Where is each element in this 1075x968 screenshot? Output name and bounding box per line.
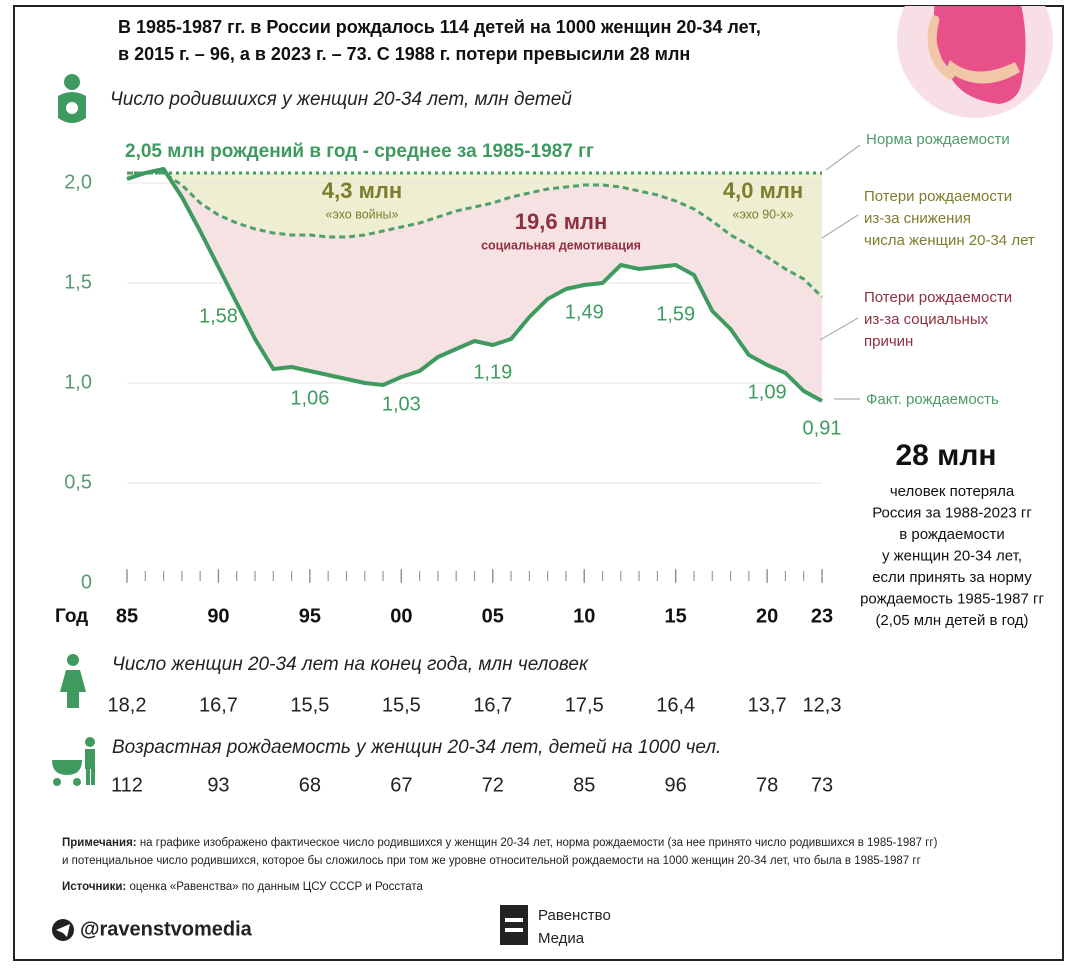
table-title: Возрастная рождаемость у женщин 20-34 ле… bbox=[112, 737, 721, 758]
sources-text: оценка «Равенства» по данным ЦСУ СССР и … bbox=[129, 881, 423, 893]
summary-line: в рождаемости bbox=[899, 526, 1005, 543]
x-tick-label: 00 bbox=[390, 605, 412, 627]
rate-value: 73 bbox=[811, 774, 833, 796]
rate-value: 96 bbox=[665, 774, 687, 796]
area-note: «эхо войны» bbox=[326, 207, 399, 221]
x-tick-label: 90 bbox=[207, 605, 229, 627]
area-label: числа женщин 20-34 лет bbox=[864, 232, 1035, 249]
rate-value: 85 bbox=[573, 774, 595, 796]
area-value: 4,3 млн bbox=[322, 178, 402, 203]
summary-line: если принять за норму bbox=[872, 569, 1032, 586]
rate-value: 112 bbox=[111, 774, 143, 796]
legend-label: Норма рождаемости bbox=[866, 131, 1010, 148]
legend-label: Факт. рождаемость bbox=[866, 391, 999, 408]
y-tick-label: 1,0 bbox=[64, 371, 92, 393]
x-tick-label: 10 bbox=[573, 605, 595, 627]
rate-value: 72 bbox=[482, 774, 504, 796]
title-line: в 2015 г. – 96, а в 2023 г. – 73. С 1988… bbox=[118, 44, 690, 64]
data-label: 1,49 bbox=[565, 301, 604, 323]
table-title: Число женщин 20-34 лет на конец года, мл… bbox=[112, 654, 589, 675]
norm-note: 2,05 млн рождений в год - среднее за 198… bbox=[125, 141, 594, 162]
x-tick-label: 20 bbox=[756, 605, 778, 627]
telegram-icon bbox=[52, 919, 74, 941]
data-label: 1,06 bbox=[290, 387, 329, 409]
data-label: 1,58 bbox=[199, 305, 238, 327]
infographic: В 1985-1987 гг. в России рождалось 114 д… bbox=[0, 0, 1075, 968]
rate-value: 78 bbox=[756, 774, 778, 796]
data-label: 1,09 bbox=[748, 381, 787, 403]
sources: Источники: оценка «Равенства» по данным … bbox=[62, 881, 424, 893]
area-label: из-за снижения bbox=[864, 210, 971, 227]
x-tick-label: 85 bbox=[116, 605, 138, 627]
rate-value: 68 bbox=[299, 774, 321, 796]
x-tick-label: 23 bbox=[811, 605, 833, 627]
area-label: причин bbox=[864, 333, 913, 350]
x-tick-label: 15 bbox=[665, 605, 687, 627]
summary-line: рождаемость 1985-1987 гг bbox=[860, 590, 1044, 607]
women-value: 16,7 bbox=[199, 694, 238, 716]
notes-text: и потенциальное число родившихся, которо… bbox=[62, 855, 921, 867]
notes: Примечания: на графике изображено фактич… bbox=[62, 837, 938, 849]
y-tick-label: 2,0 bbox=[64, 171, 92, 193]
rate-value: 67 bbox=[390, 774, 412, 796]
notes-text: на графике изображено фактическое число … bbox=[140, 837, 938, 849]
women-value: 16,7 bbox=[473, 694, 512, 716]
rate-value: 93 bbox=[207, 774, 229, 796]
logo-text: Равенство bbox=[538, 907, 611, 924]
sources-label: Источники: bbox=[62, 881, 126, 893]
chart-title: Число родившихся у женщин 20-34 лет, млн… bbox=[110, 89, 572, 110]
area-label: Потери рождаемости bbox=[864, 188, 1012, 205]
data-label: 1,19 bbox=[473, 361, 512, 383]
y-tick-label: 0,5 bbox=[64, 471, 92, 493]
women-value: 16,4 bbox=[656, 694, 695, 716]
logo bbox=[500, 905, 528, 945]
summary-value: 28 млн bbox=[895, 439, 996, 472]
summary-line: у женщин 20-34 лет, bbox=[882, 547, 1022, 564]
area-value: 19,6 млн bbox=[515, 209, 607, 234]
women-value: 15,5 bbox=[382, 694, 421, 716]
data-label: 0,91 bbox=[803, 417, 842, 439]
area-value: 4,0 млн bbox=[723, 178, 803, 203]
title-line: В 1985-1987 гг. в России рождалось 114 д… bbox=[118, 17, 761, 37]
data-label: 1,03 bbox=[382, 393, 421, 415]
logo-text: Медиа bbox=[538, 930, 585, 947]
area-note: социальная демотивация bbox=[481, 238, 641, 252]
summary-line: Россия за 1988-2023 гг bbox=[872, 504, 1032, 521]
area-label: из-за социальных bbox=[864, 311, 989, 328]
y-tick-label: 0 bbox=[81, 571, 92, 593]
women-value: 15,5 bbox=[290, 694, 329, 716]
handle: @ravenstvomedia bbox=[80, 918, 253, 940]
data-label: 1,59 bbox=[656, 303, 695, 325]
x-axis-label: Год bbox=[55, 606, 88, 627]
y-tick-label: 1,5 bbox=[64, 271, 92, 293]
women-value: 13,7 bbox=[748, 694, 787, 716]
women-value: 18,2 bbox=[108, 694, 147, 716]
area-note: «эхо 90-х» bbox=[733, 207, 794, 221]
x-tick-label: 05 bbox=[482, 605, 504, 627]
summary-line: человек потеряла bbox=[890, 483, 1015, 500]
summary-line: (2,05 млн детей в год) bbox=[875, 612, 1028, 629]
x-tick-label: 95 bbox=[299, 605, 321, 627]
notes-label: Примечания: bbox=[62, 837, 137, 849]
women-value: 17,5 bbox=[565, 694, 604, 716]
women-value: 12,3 bbox=[803, 694, 842, 716]
area-label: Потери рождаемости bbox=[864, 289, 1012, 306]
